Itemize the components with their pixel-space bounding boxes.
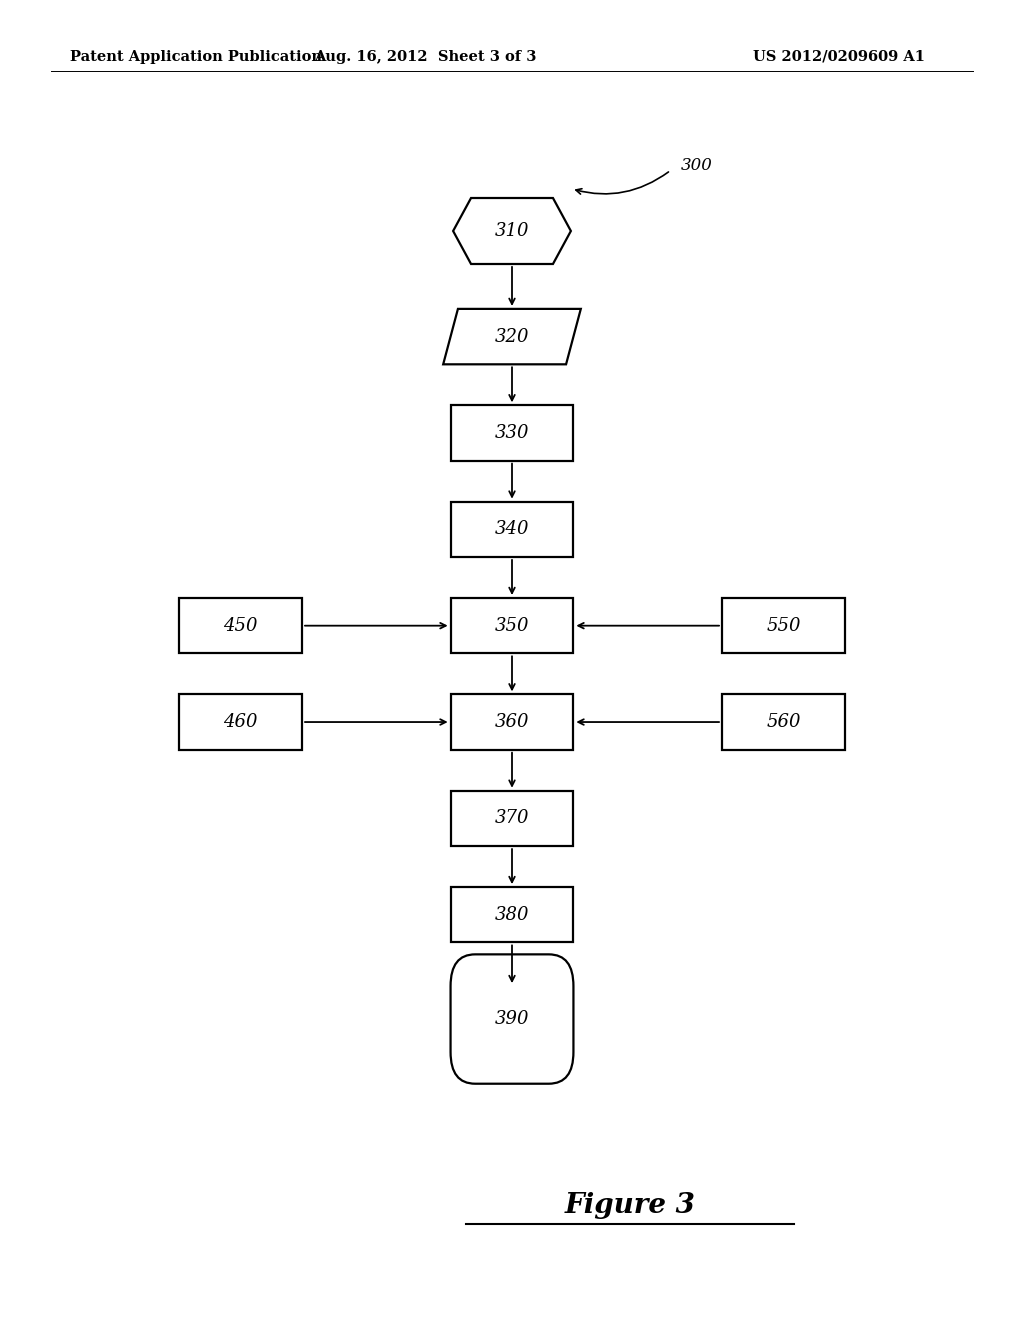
Bar: [451, 598, 573, 653]
Bar: [451, 887, 573, 942]
Bar: [179, 598, 302, 653]
Text: 360: 360: [495, 713, 529, 731]
Text: 460: 460: [223, 713, 258, 731]
Text: 300: 300: [681, 157, 713, 173]
Text: 450: 450: [223, 616, 258, 635]
Text: 390: 390: [495, 1010, 529, 1028]
Bar: [722, 598, 845, 653]
Bar: [451, 502, 573, 557]
Text: 310: 310: [495, 222, 529, 240]
Text: 340: 340: [495, 520, 529, 539]
Text: 550: 550: [766, 616, 801, 635]
Text: 560: 560: [766, 713, 801, 731]
Text: 370: 370: [495, 809, 529, 828]
Bar: [451, 405, 573, 461]
Text: 380: 380: [495, 906, 529, 924]
Bar: [179, 694, 302, 750]
Text: 330: 330: [495, 424, 529, 442]
Text: US 2012/0209609 A1: US 2012/0209609 A1: [753, 50, 925, 63]
Text: Patent Application Publication: Patent Application Publication: [70, 50, 322, 63]
Bar: [722, 694, 845, 750]
Bar: [451, 791, 573, 846]
Text: 350: 350: [495, 616, 529, 635]
Text: Figure 3: Figure 3: [564, 1192, 695, 1218]
Bar: [451, 694, 573, 750]
Text: 320: 320: [495, 327, 529, 346]
Text: Aug. 16, 2012  Sheet 3 of 3: Aug. 16, 2012 Sheet 3 of 3: [313, 50, 537, 63]
